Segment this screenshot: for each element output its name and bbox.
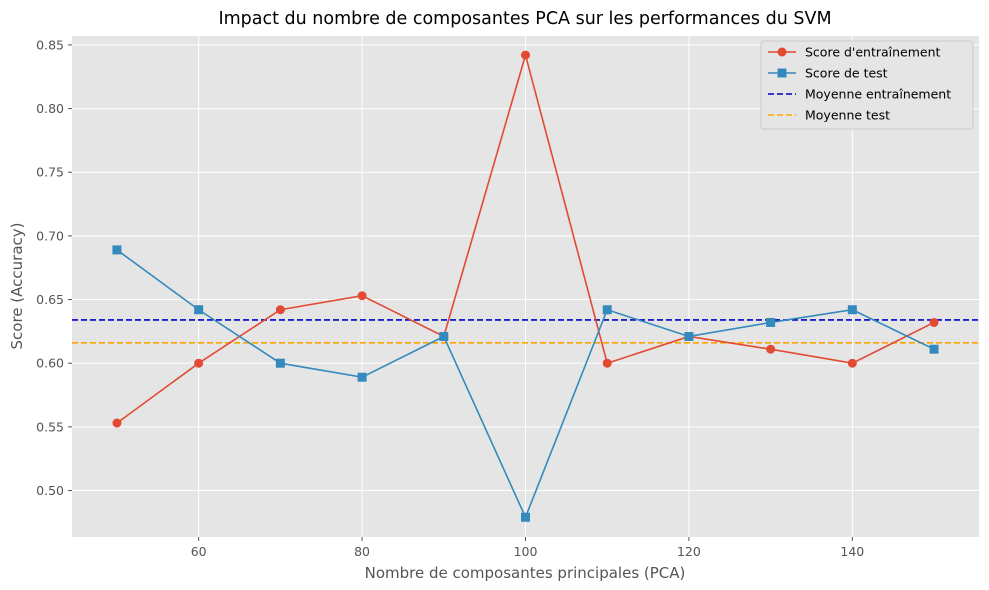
test-point bbox=[194, 305, 204, 315]
y-tick-label: 0.55 bbox=[36, 419, 64, 434]
test-point bbox=[357, 372, 367, 382]
series-layer bbox=[112, 50, 939, 522]
legend-label: Score d'entraînement bbox=[805, 45, 941, 60]
legend-label: Moyenne entraînement bbox=[805, 87, 951, 102]
train-point bbox=[847, 358, 857, 368]
y-tick-label: 0.85 bbox=[36, 37, 64, 52]
test-point bbox=[847, 305, 857, 315]
legend-label: Score de test bbox=[805, 66, 888, 81]
test-point bbox=[112, 245, 122, 255]
train-point bbox=[275, 305, 285, 315]
test-point bbox=[766, 317, 776, 327]
x-tick-label: 100 bbox=[514, 544, 538, 559]
x-tick-label: 80 bbox=[354, 544, 370, 559]
test-point bbox=[275, 358, 285, 368]
y-tick-label: 0.75 bbox=[36, 165, 64, 180]
train-point bbox=[929, 317, 939, 327]
y-tick-label: 0.70 bbox=[36, 228, 64, 243]
train-point bbox=[112, 418, 122, 428]
x-axis-label: Nombre de composantes principales (PCA) bbox=[365, 564, 686, 582]
y-tick-label: 0.80 bbox=[36, 101, 64, 116]
reference-lines bbox=[72, 319, 979, 344]
train-point bbox=[521, 50, 530, 60]
train-point bbox=[194, 358, 204, 368]
grid-lines bbox=[72, 36, 979, 537]
y-tick-label: 0.60 bbox=[36, 356, 64, 371]
y-tick-label: 0.50 bbox=[36, 483, 64, 498]
x-tick-label: 60 bbox=[191, 544, 207, 559]
test-point bbox=[602, 305, 612, 315]
legend-marker-square bbox=[777, 68, 787, 78]
test-point bbox=[439, 331, 449, 341]
x-tick-label: 120 bbox=[677, 544, 701, 559]
y-axis-label: Score (Accuracy) bbox=[8, 223, 26, 350]
chart-title: Impact du nombre de composantes PCA sur … bbox=[218, 9, 831, 29]
test-point bbox=[521, 512, 530, 522]
train-point bbox=[602, 358, 612, 368]
train-point bbox=[357, 291, 367, 301]
test-point bbox=[684, 331, 694, 341]
y-tick-label: 0.65 bbox=[36, 292, 64, 307]
x-axis-ticks: 60 80 100 120 140 bbox=[191, 537, 864, 559]
test-point bbox=[929, 344, 939, 354]
legend-marker-circle bbox=[777, 47, 787, 57]
legend: Score d'entraînement Score de test Moyenne… bbox=[760, 40, 974, 130]
legend-box bbox=[760, 40, 974, 130]
legend-label: Moyenne test bbox=[805, 108, 890, 123]
x-tick-label: 140 bbox=[840, 544, 864, 559]
y-axis-ticks: 0.50 0.55 0.60 0.65 0.70 0.75 0.80 0.85 bbox=[36, 37, 72, 498]
train-point bbox=[766, 344, 776, 354]
